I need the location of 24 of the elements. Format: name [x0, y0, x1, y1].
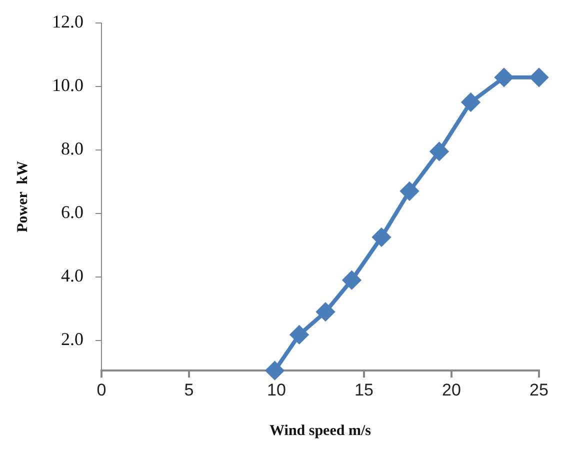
point [316, 302, 334, 321]
y-axis-title: Power kW [14, 161, 31, 232]
point [400, 182, 418, 200]
y-tick-label: 12.0 [52, 12, 84, 32]
x-tick-label: 20 [442, 380, 461, 400]
y-tick-label: 6.0 [61, 202, 84, 222]
point [290, 326, 308, 344]
y-tick-label: 10.0 [52, 75, 84, 96]
x-tick-label: 0 [96, 380, 106, 400]
point [430, 142, 448, 160]
y-tick-label: 4.0 [61, 266, 84, 286]
y-tick-label: 2.0 [61, 329, 84, 350]
point [530, 68, 548, 86]
point [372, 228, 390, 246]
x-tick-label: 10 [267, 380, 286, 400]
point [495, 68, 513, 86]
point [342, 271, 361, 290]
x-tick-label: 25 [530, 380, 548, 400]
point [462, 93, 480, 112]
point [266, 362, 284, 380]
x-axis-title: Wind speed m/s [270, 422, 372, 439]
x-tick-label: 5 [184, 380, 194, 400]
y-tick-label: 8.0 [61, 138, 84, 159]
x-tick-label: 15 [354, 380, 374, 400]
